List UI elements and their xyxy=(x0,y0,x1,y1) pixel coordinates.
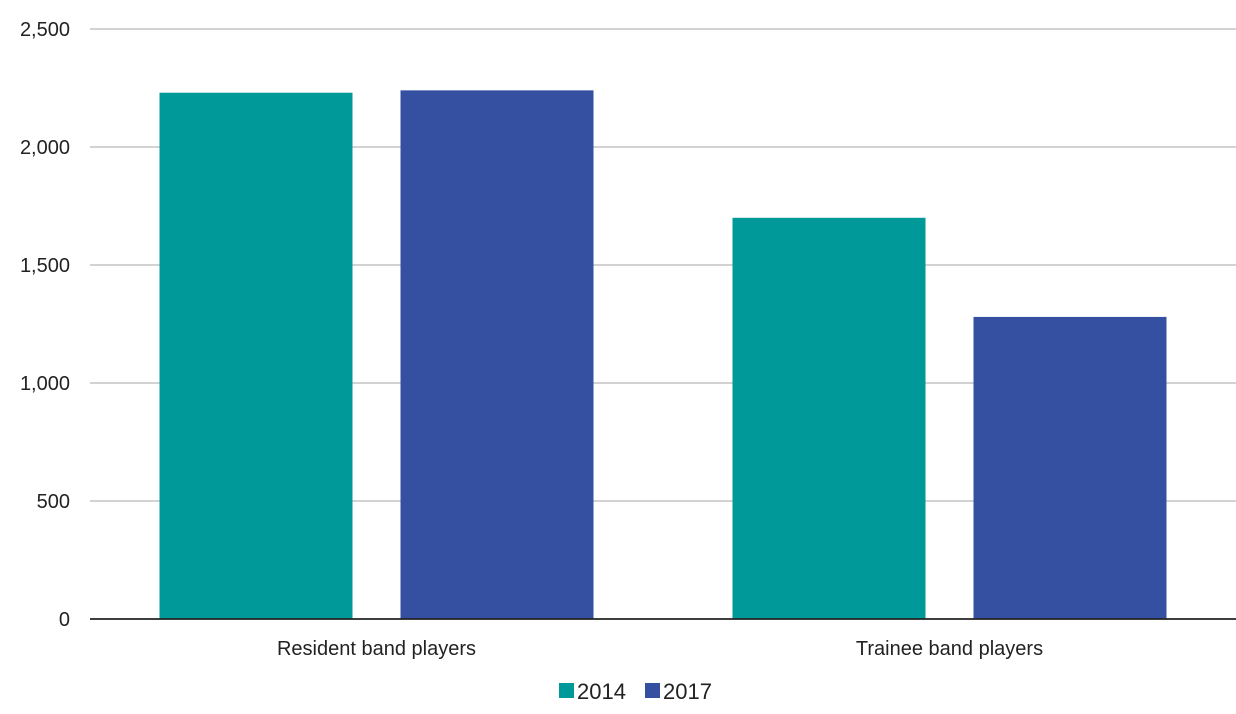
legend-swatch xyxy=(559,683,574,698)
y-tick-label: 2,500 xyxy=(20,19,70,41)
bar-2017-trainee xyxy=(973,316,1167,619)
bar-2014-resident xyxy=(159,92,353,620)
x-category-label: Resident band players xyxy=(277,638,476,660)
legend-label: 2017 xyxy=(663,679,712,704)
axes: 0 500 1,000 1,500 2,000 2,500 Resident band pl… xyxy=(20,19,1236,660)
bar-2014-trainee xyxy=(732,217,926,620)
x-category-label: Trainee band players xyxy=(856,638,1043,660)
legend-swatch xyxy=(645,683,660,698)
legend-label: 2014 xyxy=(577,679,626,704)
y-tick-label: 500 xyxy=(37,491,70,513)
y-tick-label: 1,500 xyxy=(20,255,70,277)
bar-2017-resident xyxy=(400,90,594,620)
y-tick-label: 1,000 xyxy=(20,373,70,395)
y-tick-label: 2,000 xyxy=(20,137,70,159)
bars xyxy=(159,90,1167,620)
legend: 2014 2017 xyxy=(559,679,712,704)
y-tick-label: 0 xyxy=(59,609,70,631)
